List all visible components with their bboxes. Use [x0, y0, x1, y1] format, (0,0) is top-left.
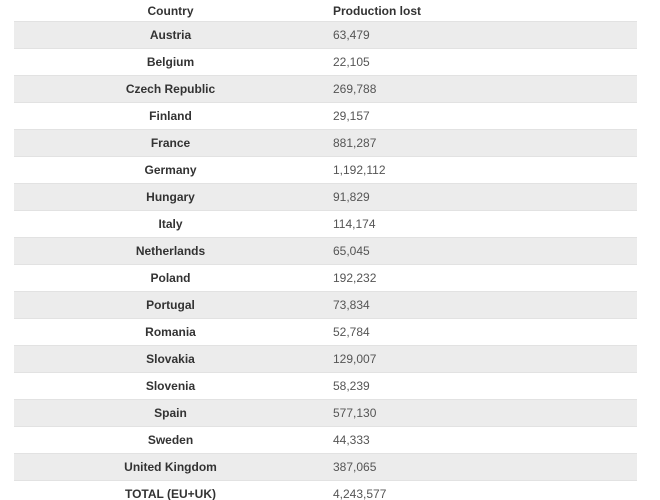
- country-cell: Slovenia: [14, 372, 327, 400]
- table-row: Portugal 73,834: [14, 291, 637, 319]
- production-table: Country Production lost Austria 63,479 Bel…: [14, 0, 637, 500]
- table-row: France 881,287: [14, 129, 637, 157]
- table-row: Slovakia 129,007: [14, 345, 637, 373]
- country-cell: France: [14, 129, 327, 157]
- table-row: Germany 1,192,112: [14, 156, 637, 184]
- table-row: United Kingdom 387,065: [14, 453, 637, 481]
- value-cell: 63,479: [327, 21, 637, 49]
- table-row: Italy 114,174: [14, 210, 637, 238]
- country-cell: Czech Republic: [14, 75, 327, 103]
- country-cell: Poland: [14, 264, 327, 292]
- table-row: TOTAL (EU+UK) 4,243,577: [14, 480, 637, 500]
- table-row: Finland 29,157: [14, 102, 637, 130]
- value-cell: 129,007: [327, 345, 637, 373]
- header-cell: Country: [147, 3, 194, 18]
- value-cell: 114,174: [327, 210, 637, 238]
- table-row: Austria 63,479: [14, 21, 637, 49]
- country-cell: Italy: [14, 210, 327, 238]
- country-cell: Finland: [14, 102, 327, 130]
- value-cell: 4,243,577: [327, 480, 637, 500]
- table-row: Hungary 91,829: [14, 183, 637, 211]
- country-cell: United Kingdom: [14, 453, 327, 481]
- country-cell: Netherlands: [14, 237, 327, 265]
- value-cell: 1,192,112: [327, 156, 637, 184]
- country-cell: TOTAL (EU+UK): [14, 480, 327, 500]
- value-cell: 73,834: [327, 291, 637, 319]
- country-cell: Austria: [14, 21, 327, 49]
- table-body: Austria 63,479 Belgium 22,105 Czech Republic…: [14, 21, 637, 500]
- table-row: Sweden 44,333: [14, 426, 637, 454]
- table-row: Belgium 22,105: [14, 48, 637, 76]
- country-cell: Sweden: [14, 426, 327, 454]
- value-cell: 65,045: [327, 237, 637, 265]
- value-cell: 58,239: [327, 372, 637, 400]
- value-cell: 577,130: [327, 399, 637, 427]
- value-cell: 29,157: [327, 102, 637, 130]
- table-row: Slovenia 58,239: [14, 372, 637, 400]
- country-cell: Romania: [14, 318, 327, 346]
- value-cell: 192,232: [327, 264, 637, 292]
- country-cell: Germany: [14, 156, 327, 184]
- value-cell: 22,105: [327, 48, 637, 76]
- value-cell: 881,287: [327, 129, 637, 157]
- value-cell: 52,784: [327, 318, 637, 346]
- country-cell: Belgium: [14, 48, 327, 76]
- value-cell: 269,788: [327, 75, 637, 103]
- value-cell: 387,065: [327, 453, 637, 481]
- table-row: Poland 192,232: [14, 264, 637, 292]
- header-cell: Production lost: [333, 3, 421, 18]
- table-row: Czech Republic 269,788: [14, 75, 637, 103]
- table-row: Spain 577,130: [14, 399, 637, 427]
- country-cell: Portugal: [14, 291, 327, 319]
- country-cell: Slovakia: [14, 345, 327, 373]
- table-row: Romania 52,784: [14, 318, 637, 346]
- country-cell: Spain: [14, 399, 327, 427]
- table-row: Netherlands 65,045: [14, 237, 637, 265]
- value-cell: 44,333: [327, 426, 637, 454]
- country-cell: Hungary: [14, 183, 327, 211]
- value-cell: 91,829: [327, 183, 637, 211]
- header-row: Country Production lost: [14, 0, 637, 22]
